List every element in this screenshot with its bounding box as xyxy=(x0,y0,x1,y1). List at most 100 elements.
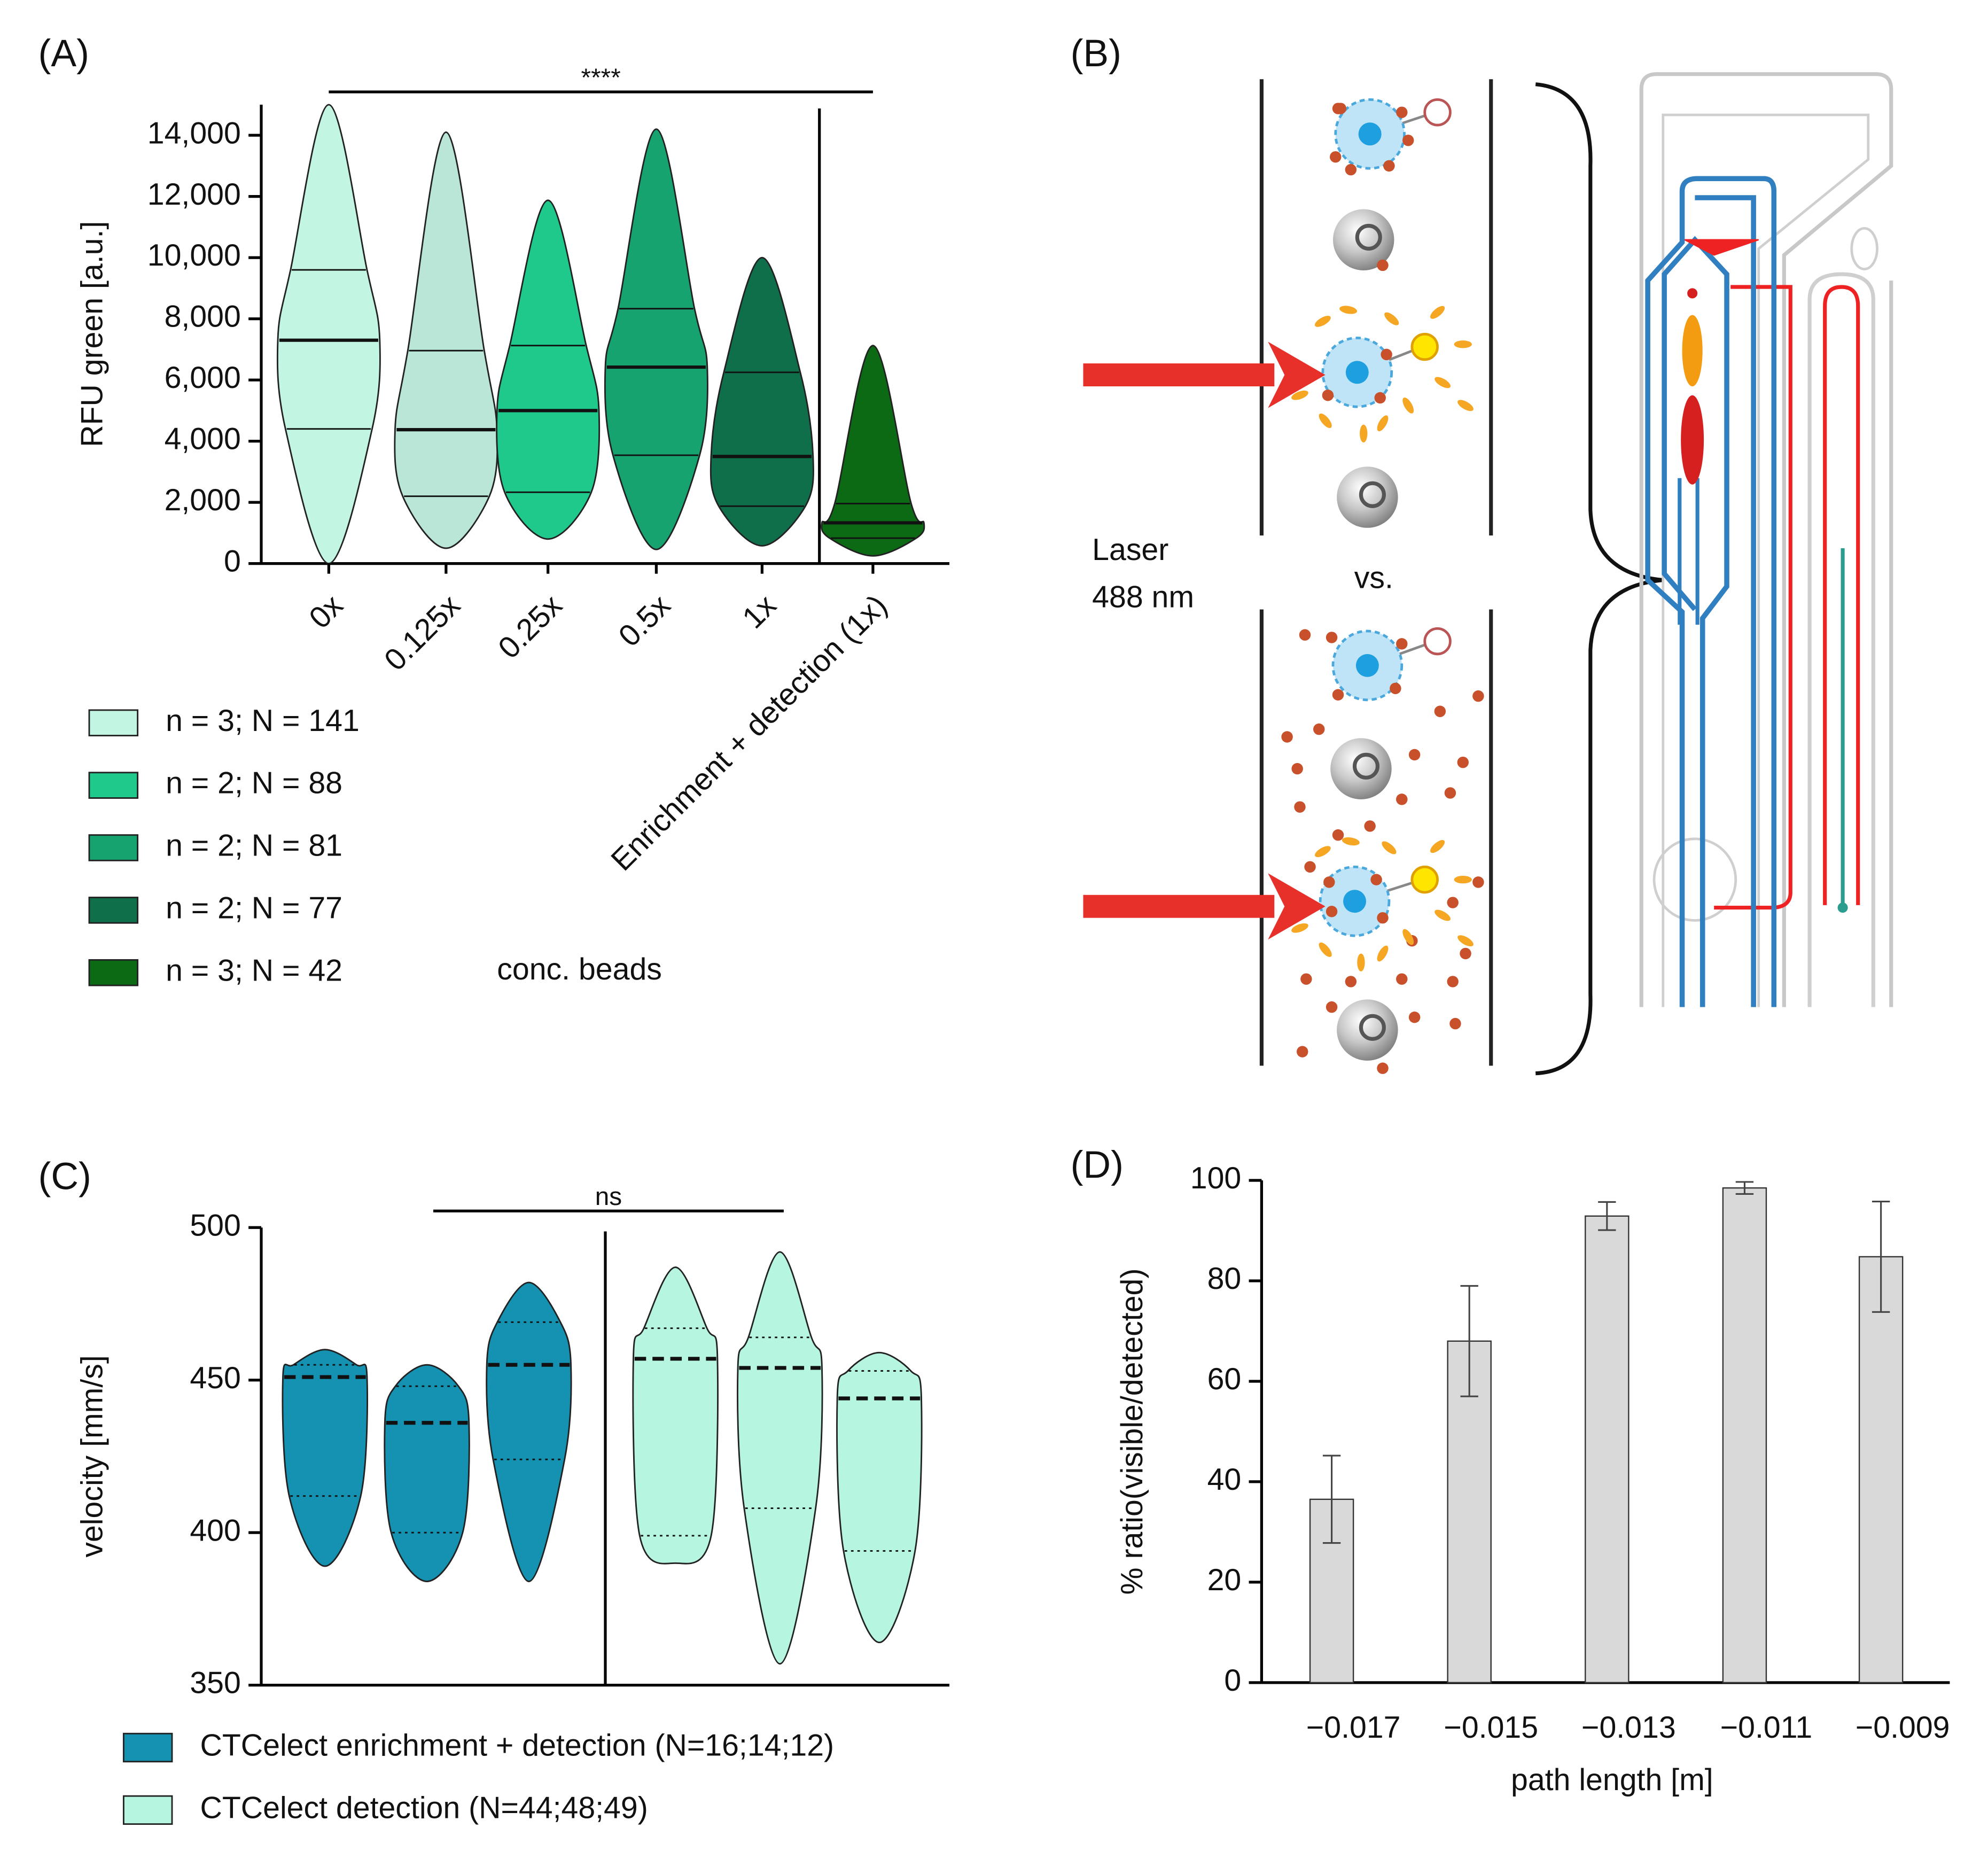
legend-swatch xyxy=(88,959,139,986)
y-tick-label: 12,000 xyxy=(147,177,241,212)
x-axis-label: path length [m] xyxy=(1511,1763,1713,1797)
bead xyxy=(1291,763,1303,775)
panel-label: (A) xyxy=(38,32,89,75)
x-tick-label: −0.009 xyxy=(1856,1710,1950,1745)
spark xyxy=(1315,315,1331,327)
fluorescence xyxy=(1291,306,1474,971)
legend-swatch xyxy=(88,709,139,737)
x-tick-label: 1x xyxy=(736,588,783,635)
y-tick-label: 4,000 xyxy=(165,422,241,456)
bead xyxy=(1377,912,1389,924)
bead xyxy=(1323,876,1335,888)
violin xyxy=(632,1266,719,1565)
bar xyxy=(1858,1256,1904,1684)
legend-label: n = 3; N = 42 xyxy=(166,953,342,987)
violin xyxy=(710,256,814,547)
spark xyxy=(1430,840,1445,853)
legend-label: CTCelect detection (N=44;48;49) xyxy=(200,1791,648,1825)
bead xyxy=(1330,151,1342,163)
bead xyxy=(1408,749,1421,761)
bead xyxy=(1322,389,1334,401)
y-tick-label: 80 xyxy=(1207,1262,1242,1296)
bead xyxy=(1326,1001,1338,1013)
bead xyxy=(1396,638,1408,650)
spark xyxy=(1342,837,1360,846)
spark xyxy=(1291,390,1308,400)
spark xyxy=(1357,953,1365,971)
spark xyxy=(1402,397,1414,414)
spark xyxy=(1454,340,1472,348)
y-axis-label: % ratio(visible/detected) xyxy=(1115,1269,1149,1595)
panel-label: (D) xyxy=(1071,1144,1124,1186)
spark xyxy=(1377,945,1389,962)
spark xyxy=(1435,909,1451,921)
spark xyxy=(1315,846,1331,858)
bead xyxy=(1396,106,1408,118)
bead xyxy=(1374,392,1386,404)
spark xyxy=(1319,413,1332,429)
y-tick-label: 8,000 xyxy=(165,300,241,334)
bead xyxy=(1396,794,1408,805)
spark xyxy=(1457,400,1474,411)
spark xyxy=(1402,929,1414,945)
bead xyxy=(1447,976,1459,987)
spark xyxy=(1319,942,1332,957)
bead xyxy=(1457,756,1469,768)
bead xyxy=(1377,1062,1389,1074)
laser-label: Laser xyxy=(1092,533,1168,567)
bead xyxy=(1332,689,1344,701)
y-tick-label: 14,000 xyxy=(147,116,241,150)
legend-label: n = 2; N = 88 xyxy=(166,766,342,800)
violin xyxy=(496,199,601,540)
y-axis-label: RFU green [a.u.] xyxy=(75,221,110,447)
spark xyxy=(1454,875,1472,884)
bar xyxy=(1447,1340,1492,1684)
beads xyxy=(1281,103,1484,1074)
blood-cells xyxy=(1330,209,1398,1061)
bead xyxy=(1281,731,1293,743)
significance-label: **** xyxy=(581,64,621,92)
bead xyxy=(1313,723,1325,735)
bead xyxy=(1472,690,1484,702)
bead xyxy=(1447,897,1459,908)
y-tick-label: 2,000 xyxy=(165,483,241,517)
bead xyxy=(1304,861,1316,873)
y-tick-label: 6,000 xyxy=(165,361,241,395)
legend-swatch xyxy=(122,1795,173,1825)
spark xyxy=(1435,377,1451,388)
spark xyxy=(1291,923,1308,933)
y-tick-label: 60 xyxy=(1207,1362,1242,1396)
legend-note: conc. beads xyxy=(497,952,662,986)
legend-swatch xyxy=(122,1732,173,1763)
comparison-label: vs. xyxy=(1354,561,1393,595)
x-tick-label: 0.25x xyxy=(492,588,568,665)
bead xyxy=(1364,820,1376,832)
y-tick-label: 40 xyxy=(1207,1463,1242,1497)
bar xyxy=(1722,1187,1767,1684)
laser-label: 488 nm xyxy=(1092,580,1194,614)
spark xyxy=(1377,415,1389,432)
bead xyxy=(1370,874,1382,885)
bead xyxy=(1383,160,1395,172)
diagram: (B) Laser 488 nm vs. xyxy=(1071,32,1893,1076)
bead xyxy=(1345,976,1357,987)
legend-label: n = 3; N = 141 xyxy=(166,704,360,738)
brace xyxy=(1535,82,1664,1076)
y-tick-label: 100 xyxy=(1190,1161,1241,1195)
bead xyxy=(1390,682,1401,695)
bead xyxy=(1299,629,1311,641)
y-tick-label: 0 xyxy=(1224,1663,1241,1698)
bead xyxy=(1402,134,1414,146)
y-tick-label: 0 xyxy=(224,545,241,579)
spark xyxy=(1430,306,1445,319)
bead xyxy=(1335,103,1347,114)
y-tick-label: 500 xyxy=(190,1208,241,1242)
legend-swatch xyxy=(88,834,139,861)
x-tick-label: 0.125x xyxy=(378,588,467,678)
bead xyxy=(1408,1012,1421,1023)
legend-label: n = 2; N = 77 xyxy=(166,891,342,926)
panel-label: (B) xyxy=(1071,32,1121,75)
significance-label: ns xyxy=(595,1183,622,1211)
